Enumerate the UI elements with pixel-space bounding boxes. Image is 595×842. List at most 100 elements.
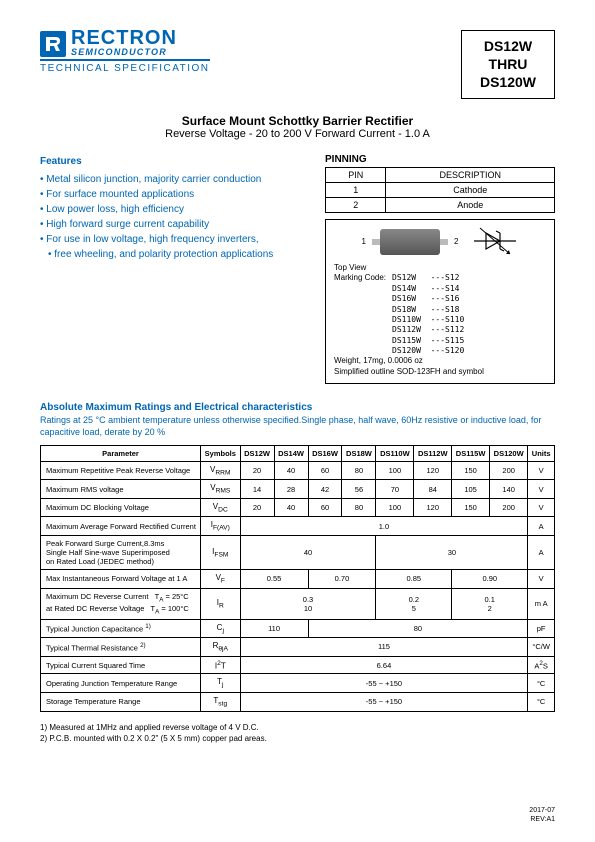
value-cell: 0.12 [452, 588, 528, 619]
header: RECTRON SEMICONDUCTOR TECHNICAL SPECIFIC… [40, 30, 555, 99]
unit-cell: A [528, 536, 555, 570]
footer: 2017-07 REV:A1 [529, 807, 555, 824]
top-view-label: Top View [334, 263, 546, 273]
feature-item: For surface mounted applications [40, 187, 293, 202]
symbol-cell: VRMS [201, 480, 241, 499]
pin-col-1: DESCRIPTION [386, 167, 555, 182]
logo: RECTRON SEMICONDUCTOR [40, 30, 210, 57]
pin-1-label: 1 [362, 237, 366, 247]
param-cell: Maximum Average Forward Rectified Curren… [41, 517, 201, 536]
value-cell: 0.310 [240, 588, 376, 619]
tech-spec: TECHNICAL SPECIFICATION [40, 59, 210, 74]
package-box: 1 2 Top View Marking Code: DS12W ---S12 … [325, 219, 555, 385]
marking-code-label: Marking Code: [334, 273, 386, 356]
param-cell: Maximum Repetitive Peak Reverse Voltage [41, 461, 201, 480]
feature-item: Metal silicon junction, majority carrier… [40, 172, 293, 187]
chip-icon [380, 229, 440, 255]
abs-note: Ratings at 25 °C ambient temperature unl… [40, 415, 555, 438]
param-cell: Storage Temperature Range [41, 693, 201, 712]
outline-text: Simplified outline SOD-123FH and symbol [334, 367, 546, 377]
logo-icon [40, 31, 66, 57]
ratings-header: DS115W [452, 445, 490, 461]
value-cell: 0.90 [452, 570, 528, 589]
symbol-cell: VDC [201, 498, 241, 517]
symbol-cell: Tstg [201, 693, 241, 712]
symbol-cell: Cj [201, 619, 241, 638]
right-column: PINNING PINDESCRIPTION 1Cathode 2Anode 1… [325, 154, 555, 385]
unit-cell: °C/W [528, 638, 555, 657]
value-cell: 56 [342, 480, 376, 499]
value-cell: 20 [240, 498, 274, 517]
symbol-cell: RθjA [201, 638, 241, 657]
param-cell: Typical Junction Capacitance 1) [41, 619, 201, 638]
value-cell: 100 [376, 461, 414, 480]
symbol-cell: Tj [201, 674, 241, 693]
value-cell: 1.0 [240, 517, 528, 536]
logo-name: RECTRON [71, 30, 177, 47]
pinning-heading: PINNING [325, 154, 555, 165]
symbol-cell: IR [201, 588, 241, 619]
pin-2-label: 2 [454, 237, 458, 247]
value-cell: 80 [342, 461, 376, 480]
ratings-header: DS18W [342, 445, 376, 461]
value-cell: 28 [274, 480, 308, 499]
unit-cell: V [528, 461, 555, 480]
feature-item: Low power loss, high efficiency [40, 202, 293, 217]
footer-date: 2017-07 [529, 807, 555, 815]
value-cell: -55 ~ +150 [240, 693, 528, 712]
footnote-1: 1) Measured at 1MHz and applied reverse … [40, 722, 555, 733]
pin-r0c0: 1 [326, 182, 386, 197]
value-cell: 120 [414, 461, 452, 480]
logo-sub: SEMICONDUCTOR [71, 47, 177, 57]
unit-cell: °C [528, 693, 555, 712]
feature-item: For use in low voltage, high frequency i… [40, 232, 293, 247]
value-cell: 80 [308, 619, 528, 638]
unit-cell: V [528, 498, 555, 517]
pin-col-0: PIN [326, 167, 386, 182]
value-cell: 140 [490, 480, 528, 499]
param-cell: Peak Forward Surge Current,8.3msSingle H… [41, 536, 201, 570]
value-cell: 30 [376, 536, 528, 570]
ratings-header: DS14W [274, 445, 308, 461]
symbol-cell: VF [201, 570, 241, 589]
symbol-cell: VRRM [201, 461, 241, 480]
param-cell: Maximum RMS voltage [41, 480, 201, 499]
unit-cell: A [528, 517, 555, 536]
ratings-header: Units [528, 445, 555, 461]
weight-text: Weight, 17mg, 0.0006 oz [334, 356, 546, 366]
value-cell: 120 [414, 498, 452, 517]
ratings-header: DS16W [308, 445, 342, 461]
footer-rev: REV:A1 [529, 816, 555, 824]
value-cell: 0.25 [376, 588, 452, 619]
pin-r0c1: Cathode [386, 182, 555, 197]
pin-r1c0: 2 [326, 197, 386, 212]
value-cell: 0.70 [308, 570, 376, 589]
value-cell: 150 [452, 461, 490, 480]
ratings-header: DS110W [376, 445, 414, 461]
value-cell: 70 [376, 480, 414, 499]
value-cell: 42 [308, 480, 342, 499]
features-heading: Features [40, 154, 293, 169]
feature-item: free wheeling, and polarity protection a… [48, 247, 293, 262]
title-sub: Reverse Voltage - 20 to 200 V Forward Cu… [40, 128, 555, 140]
unit-cell: pF [528, 619, 555, 638]
param-cell: Maximum DC Reverse Current TA = 25°Cat R… [41, 588, 201, 619]
title-main: Surface Mount Schottky Barrier Rectifier [40, 114, 555, 128]
value-cell: 60 [308, 498, 342, 517]
part-l2: THRU [480, 55, 536, 73]
ratings-header: DS12W [240, 445, 274, 461]
unit-cell: V [528, 570, 555, 589]
ratings-header: DS120W [490, 445, 528, 461]
value-cell: 60 [308, 461, 342, 480]
value-cell: -55 ~ +150 [240, 674, 528, 693]
mid-section: Features Metal silicon junction, majorit… [40, 154, 555, 385]
feature-item: High forward surge current capability [40, 217, 293, 232]
pinning-table: PINDESCRIPTION 1Cathode 2Anode [325, 167, 555, 213]
part-l1: DS12W [480, 37, 536, 55]
diode-symbol-icon [472, 226, 518, 259]
value-cell: 20 [240, 461, 274, 480]
value-cell: 150 [452, 498, 490, 517]
param-cell: Typical Thermal Resistance 2) [41, 638, 201, 657]
value-cell: 40 [274, 461, 308, 480]
features: Features Metal silicon junction, majorit… [40, 154, 293, 385]
